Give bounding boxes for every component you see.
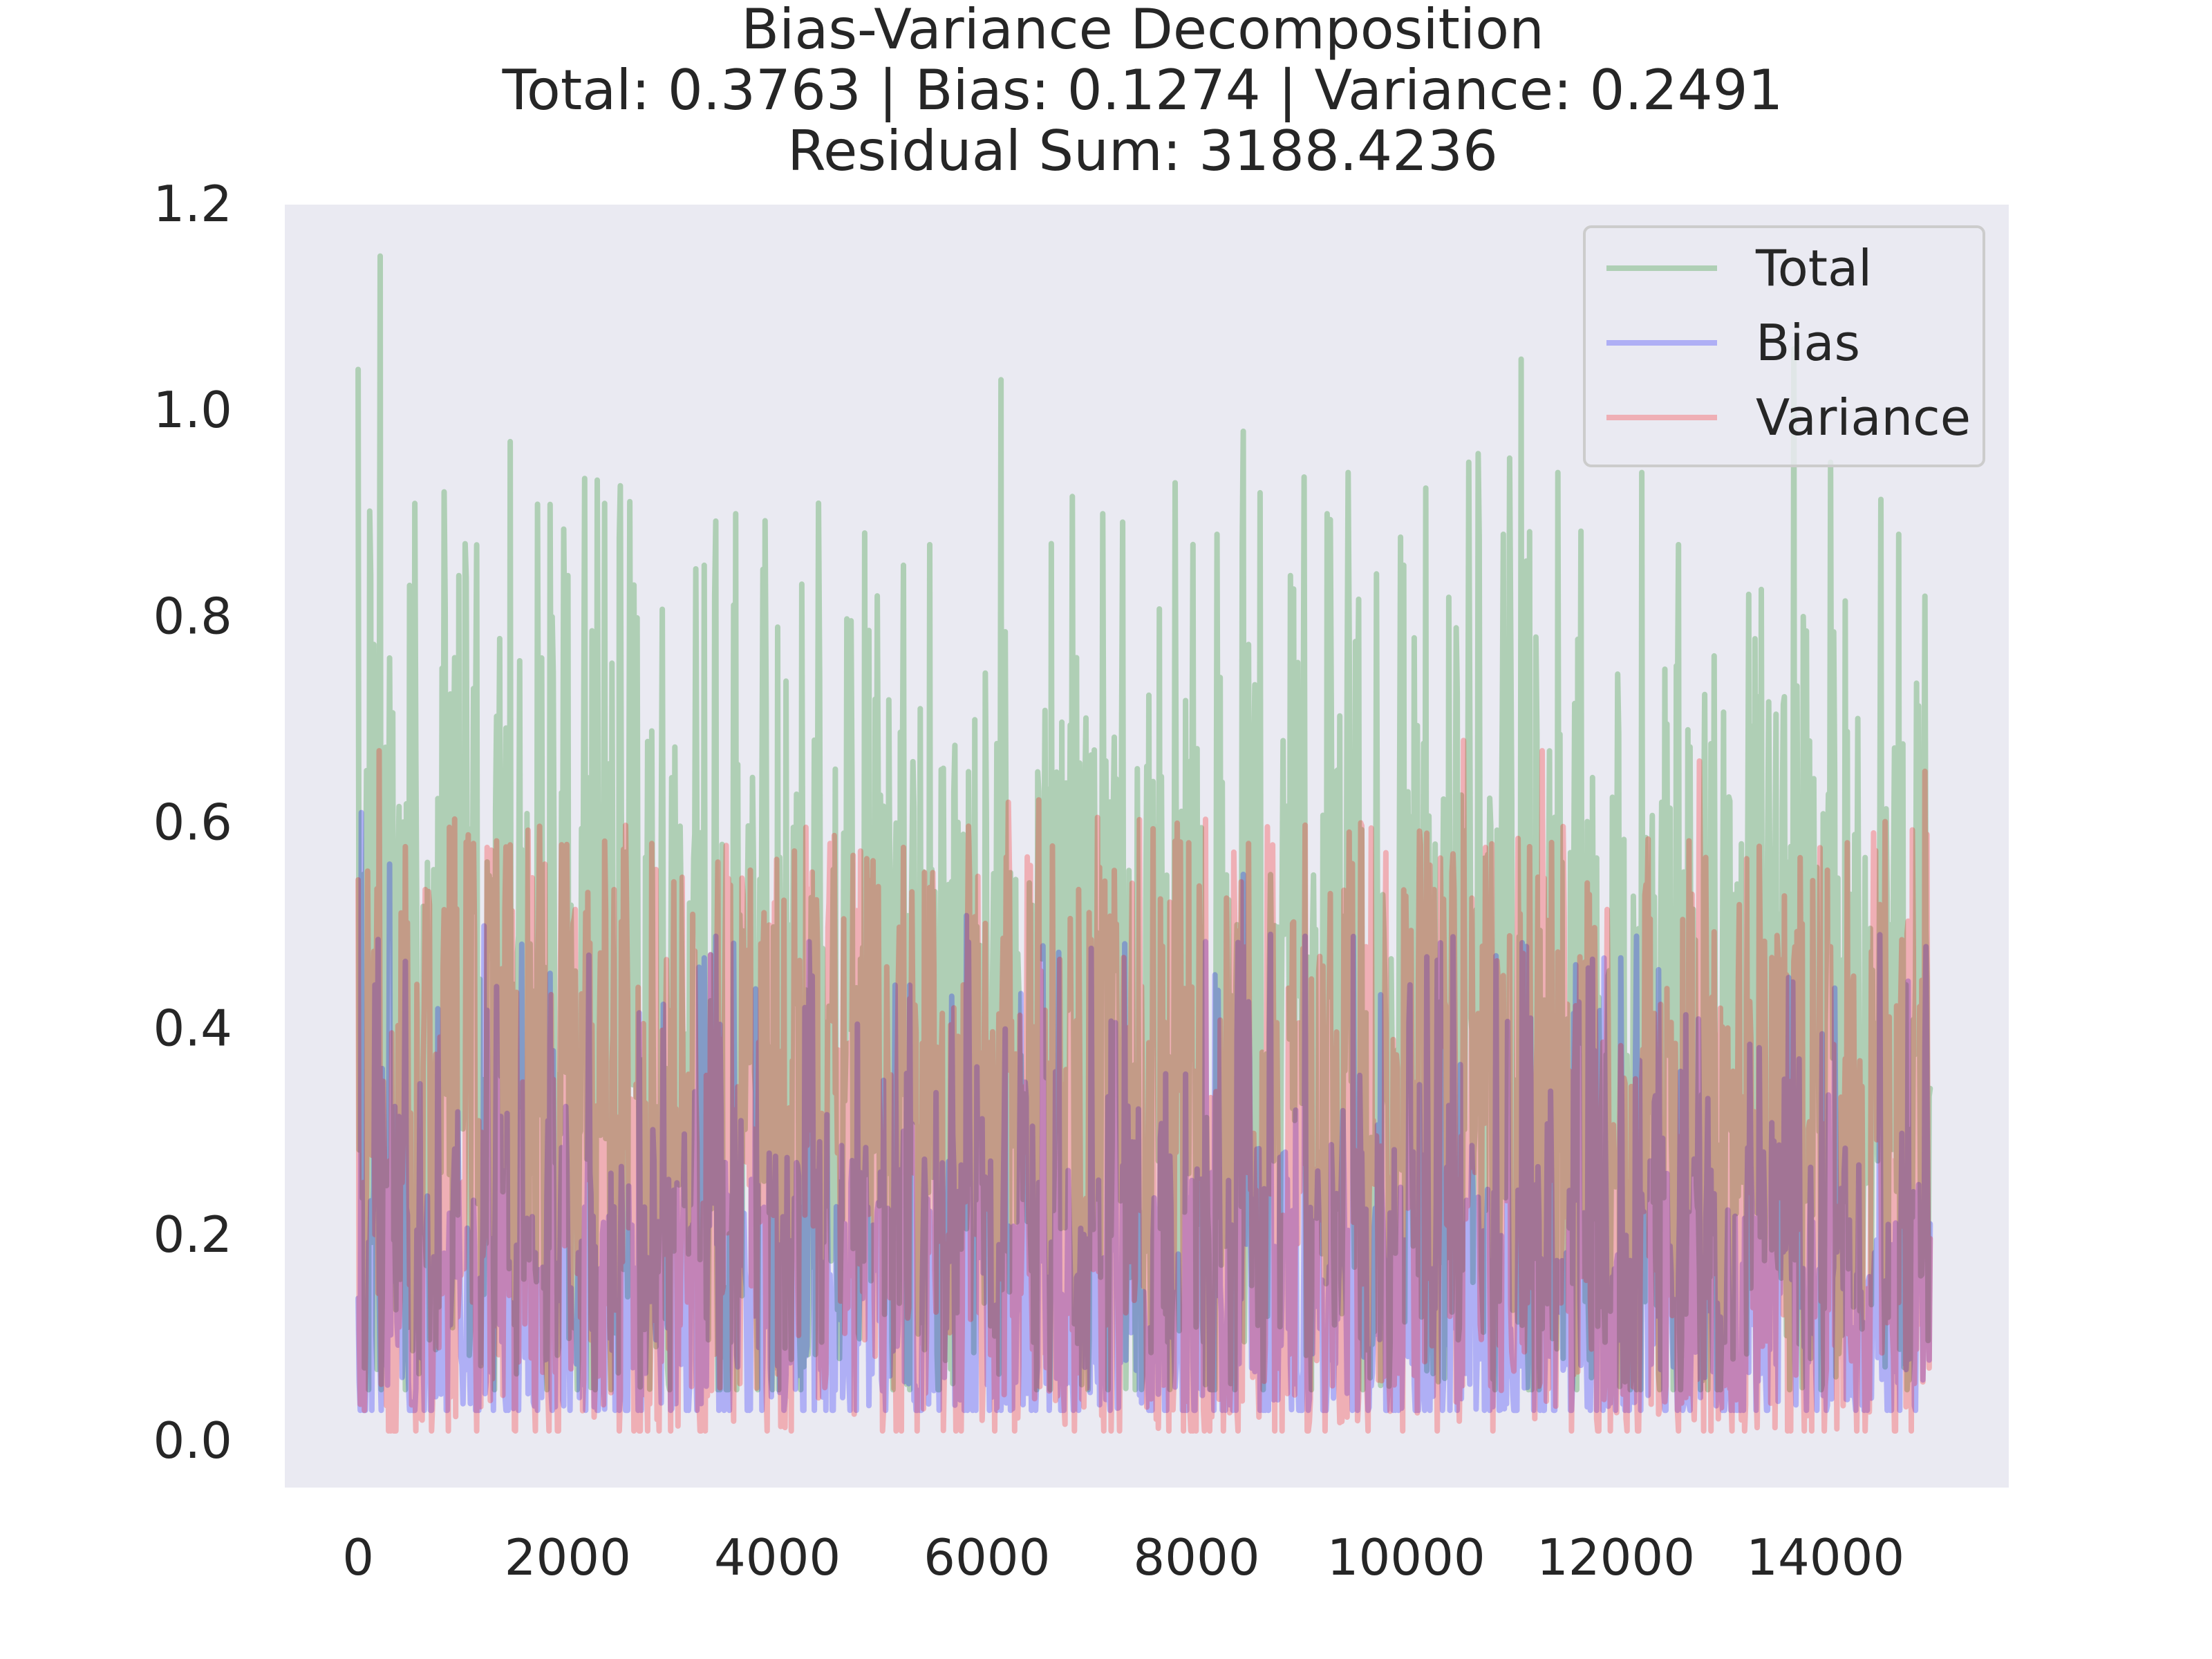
x-tick-label: 6000 [924,1528,1050,1586]
chart-title-line-3: Residual Sum: 3188.4236 [787,119,1498,183]
legend-label-variance: Variance [1756,388,1971,447]
y-tick-label: 0.4 [153,1000,232,1058]
x-tick-label: 2000 [505,1528,631,1586]
chart-legend: Total Bias Variance [1583,225,1985,467]
x-tick-label: 8000 [1133,1528,1259,1586]
series-layer [355,253,1933,1434]
series-line-bias [355,809,1933,1414]
y-tick-label: 0.0 [153,1412,232,1470]
y-tick-label: 0.6 [153,794,232,852]
x-axis-ticks: 0 2000 4000 6000 8000 10000 12000 14000 [342,1528,1904,1586]
y-tick-label: 0.2 [153,1206,232,1264]
x-tick-label: 14000 [1746,1528,1904,1586]
y-tick-label: 0.8 [153,587,232,645]
legend-frame [1583,225,1985,467]
series-line-variance [355,738,1933,1434]
y-axis-ticks: 0.0 0.2 0.4 0.6 0.8 1.0 1.2 [153,175,232,1470]
chart-title: Bias-Variance Decomposition Total: 0.376… [502,0,1783,183]
x-tick-label: 12000 [1537,1528,1695,1586]
legend-label-total: Total [1755,239,1872,297]
x-tick-label: 10000 [1327,1528,1485,1586]
y-tick-label: 1.0 [153,381,232,439]
chart-title-line-1: Bias-Variance Decomposition [741,0,1544,62]
x-tick-label: 4000 [714,1528,841,1586]
y-tick-label: 1.2 [153,175,232,233]
series-line-total [355,253,1933,1393]
legend-label-bias: Bias [1756,314,1860,372]
chart-title-line-2: Total: 0.3763 | Bias: 0.1274 | Variance:… [502,58,1783,123]
x-tick-label: 0 [342,1528,374,1586]
